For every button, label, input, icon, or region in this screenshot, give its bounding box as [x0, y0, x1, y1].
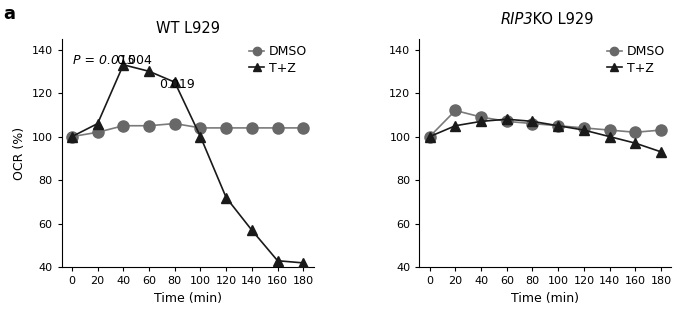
- Text: 0.004: 0.004: [116, 54, 151, 67]
- Legend: DMSO, T+Z: DMSO, T+Z: [249, 45, 308, 75]
- Legend: DMSO, T+Z: DMSO, T+Z: [607, 45, 665, 75]
- Text: 0.019: 0.019: [160, 78, 195, 91]
- Text: RIP3: RIP3: [501, 12, 534, 27]
- X-axis label: Time (min): Time (min): [511, 292, 580, 305]
- Title: WT L929: WT L929: [155, 21, 220, 36]
- X-axis label: Time (min): Time (min): [153, 292, 222, 305]
- Text: a: a: [3, 5, 16, 23]
- Text: P = 0.015: P = 0.015: [73, 54, 135, 67]
- Y-axis label: OCR (%): OCR (%): [13, 127, 26, 179]
- Text: KO L929: KO L929: [528, 12, 594, 27]
